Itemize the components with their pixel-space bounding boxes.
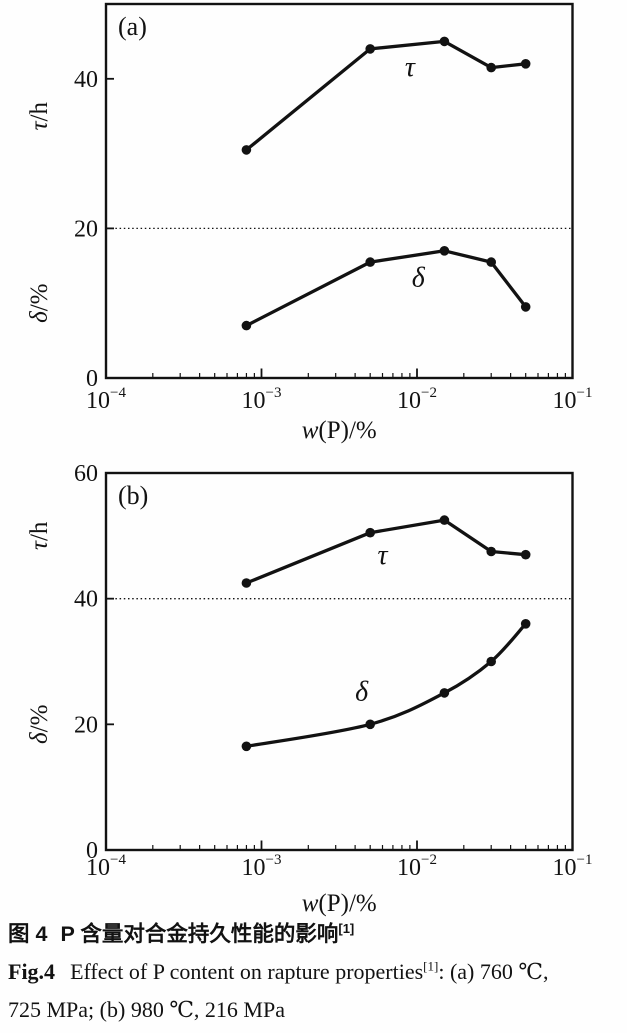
- y-tick-label: 60: [74, 461, 98, 487]
- series-line-delta: [244, 622, 528, 748]
- y-axis-label-upper: τ/h: [26, 102, 53, 131]
- y-tick-label: 40: [74, 67, 98, 93]
- caption-english-line1: Fig.4 Effect of P content on rapture prop…: [8, 957, 620, 986]
- x-tick-label: 10−4: [86, 385, 126, 414]
- data-point-delta: [241, 741, 252, 752]
- data-point-delta: [486, 656, 497, 667]
- x-tick-label: 10−1: [553, 385, 593, 414]
- series-label-delta: δ: [412, 263, 426, 294]
- y-tick-label: 0: [86, 366, 98, 392]
- data-point-tau: [520, 549, 531, 560]
- plot-frame: [104, 471, 574, 852]
- x-tick-label: 10−4: [86, 852, 126, 881]
- data-point-tau: [365, 44, 376, 54]
- chart-panel-b: 10−4 10−3 10−2 10−1 0 20 40 60 τ δ (b) w(P)/% τ/h δ/%: [26, 461, 593, 917]
- y-axis-label-upper: τ/h: [26, 521, 53, 550]
- data-point-tau: [241, 578, 252, 588]
- series-label-tau: τ: [405, 52, 416, 83]
- data-point-tau: [520, 59, 531, 69]
- x-tick-label: 10−2: [397, 852, 437, 881]
- data-point-delta: [365, 257, 376, 267]
- caption-en-reference: [1]: [423, 959, 439, 975]
- data-point-delta: [439, 246, 450, 256]
- x-axis-label: w(P)/%: [302, 417, 377, 444]
- series-label-delta: δ: [355, 677, 369, 708]
- data-point-delta: [520, 619, 531, 629]
- data-point-tau: [241, 145, 252, 155]
- caption-cn-figure-number: 图 4: [8, 922, 48, 946]
- caption-en-text: Effect of P content on rapture propertie…: [70, 959, 424, 985]
- caption-en-condition-a: : (a) 760 ℃,: [438, 959, 549, 985]
- data-point-tau: [365, 527, 376, 538]
- y-tick-label: 20: [74, 216, 98, 242]
- series-line-delta: [244, 249, 528, 328]
- data-point-tau: [439, 36, 450, 47]
- x-tick-label: 10−3: [242, 385, 282, 414]
- panel-label: (a): [118, 12, 147, 41]
- x-tick-label: 10−2: [397, 385, 437, 414]
- x-tick-label: 10−3: [242, 852, 282, 881]
- series-line-tau: [244, 39, 528, 152]
- data-point-tau: [486, 546, 497, 557]
- chart-panel-a: 10−4 10−3 10−2 10−1 0 20 40 τ δ (a) w(P)/% τ/h δ/%: [26, 2, 593, 444]
- caption-cn-reference: [1]: [338, 920, 355, 936]
- x-axis-label: w(P)/%: [302, 890, 377, 917]
- y-tick-label: 20: [74, 712, 98, 738]
- y-tick-label: 40: [74, 587, 98, 613]
- caption-cn-text: P 含量对合金持久性能的影响: [60, 922, 339, 946]
- y-axis-label-lower: δ/%: [26, 283, 53, 322]
- plot-frame: [104, 2, 574, 380]
- data-point-tau: [486, 62, 497, 73]
- y-tick-label: 0: [86, 838, 98, 864]
- series-label-tau: τ: [377, 540, 388, 571]
- caption-en-figure-number: Fig.4: [8, 959, 56, 985]
- data-point-delta: [365, 719, 376, 730]
- caption-english-line2: 725 MPa; (b) 980 ℃, 216 MPa: [8, 997, 285, 1023]
- data-point-delta: [241, 320, 252, 331]
- data-point-tau: [439, 515, 450, 525]
- panel-label: (b): [118, 481, 148, 510]
- x-tick-label: 10−1: [553, 852, 593, 881]
- data-point-delta: [486, 257, 497, 267]
- y-axis-label-lower: δ/%: [26, 705, 53, 744]
- data-point-delta: [439, 688, 450, 698]
- data-point-delta: [520, 302, 531, 312]
- caption-chinese: 图 4 P 含量对合金持久性能的影响[1]: [8, 920, 620, 948]
